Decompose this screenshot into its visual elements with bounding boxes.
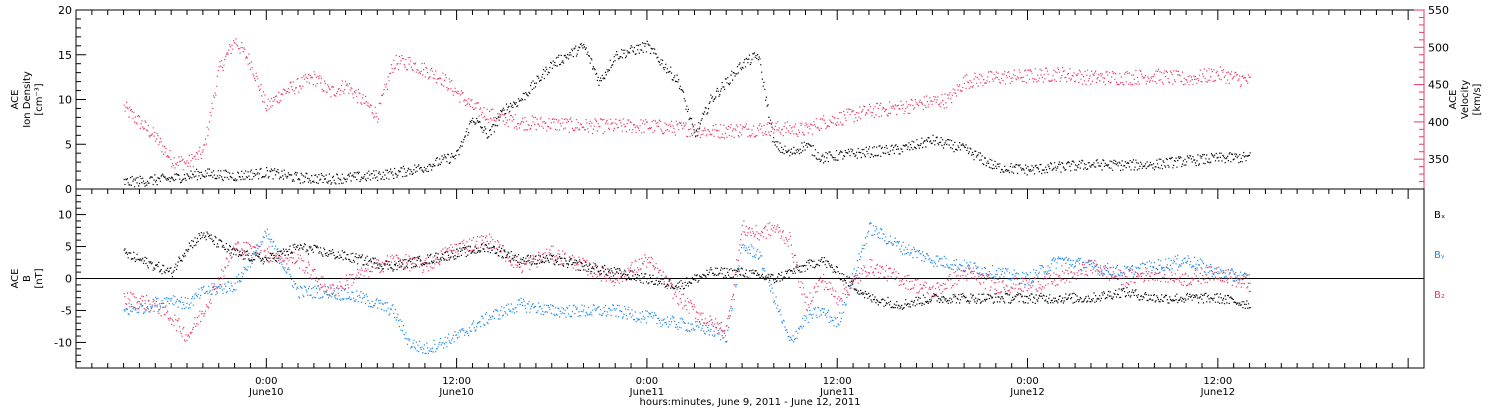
top-left-tick-label: 5 (65, 138, 72, 151)
x-tick-time-label: 12:00 (442, 376, 471, 387)
by-series-points (123, 222, 1251, 355)
x-tick-date-label: June11 (629, 387, 665, 398)
x-tick-time-label: 0:00 (255, 376, 277, 387)
top-left-tick-label: 10 (58, 94, 72, 107)
top-left-tick-label: 20 (58, 4, 72, 17)
top-right-tick-label: 350 (1428, 153, 1449, 166)
bottom-left-ylabel: ACEB[nT] (10, 268, 45, 288)
bottom-panel: -10 -5 0 5 10 ACEB[nT] Bₓ Bᵧ B₂ (10, 188, 1445, 369)
top-right-tick-label: 450 (1428, 79, 1449, 92)
bottom-left-tick-label: 5 (65, 241, 72, 254)
velocity-series (123, 38, 1251, 171)
x-tick-date-label: June10 (438, 387, 474, 398)
x-tick-date-label: June10 (248, 387, 284, 398)
top-left-tick-label: 15 (58, 49, 72, 62)
x-tick-time-label: 0:00 (636, 376, 658, 387)
bottom-left-tick-label: 0 (65, 273, 72, 286)
top-left-ylabel: ACEIon Density[cm⁻³] (10, 71, 45, 128)
x-tick-time-label: 0:00 (1016, 376, 1038, 387)
top-right-tick-label: 500 (1428, 41, 1449, 54)
bottom-left-ylabel-line: [nT] (34, 268, 45, 288)
top-right-ylabel-line: [km/s] (1472, 83, 1483, 115)
top-right-ylabel-line: ACE (1448, 90, 1459, 110)
legend-entry: B₂ (1434, 290, 1445, 301)
x-axis: 0:00June1012:00June100:00June1112:00June… (91, 10, 1409, 398)
legend-entry: Bᵧ (1434, 250, 1445, 261)
ion-density-series (123, 40, 1251, 188)
ion-density-series-points (123, 40, 1251, 188)
top-right-ylabel-line: Velocity (1460, 80, 1471, 119)
top-left-tick-label: 0 (65, 183, 72, 196)
x-tick-time-label: 12:00 (1203, 376, 1232, 387)
bottom-left-tick-label: 10 (58, 209, 72, 222)
top-left-ylabel-line: ACE (10, 90, 21, 110)
bottom-left-tick-label: -10 (54, 336, 72, 349)
x-axis-title: hours:minutes, June 9, 2011 - June 12, 2… (640, 397, 861, 408)
bottom-left-ylabel-line: ACE (10, 269, 21, 289)
x-tick-date-label: June12 (1009, 387, 1045, 398)
top-left-ylabel-line: Ion Density (22, 71, 33, 128)
bottom-left-ylabel-line: B (22, 275, 33, 282)
by-series (123, 222, 1251, 355)
legend-entry: Bₓ (1434, 210, 1445, 221)
x-tick-time-label: 12:00 (823, 376, 852, 387)
top-left-ylabel-line: [cm⁻³] (34, 83, 45, 115)
bz-series-points (123, 220, 1251, 342)
top-right-tick-label: 400 (1428, 116, 1449, 129)
velocity-series-points (123, 38, 1251, 171)
top-panel-frame (75, 9, 1425, 190)
top-right-tick-label: 550 (1428, 4, 1449, 17)
top-right-ylabel: ACEVelocity[km/s] (1448, 80, 1483, 119)
bz-series (123, 220, 1251, 342)
bottom-left-tick-label: -5 (61, 304, 72, 317)
x-tick-date-label: June12 (1200, 387, 1236, 398)
x-tick-date-label: June11 (819, 387, 855, 398)
